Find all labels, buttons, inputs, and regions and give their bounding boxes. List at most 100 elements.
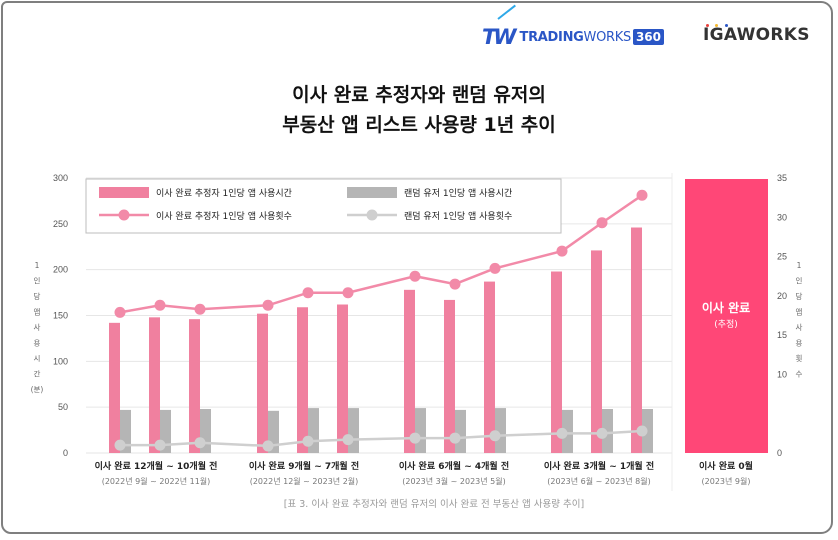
bar-gray [120,409,131,453]
category-sublabel: (2022년 12월 ~ 2023년 2월) [250,476,359,486]
right-axis-label-char: 사 [796,323,803,332]
left-axis-tick: 0 [63,448,68,458]
bar-gray [495,408,506,453]
tradingworks-mark-icon: TW [482,4,516,49]
bar-pink [591,250,602,453]
category-sublabel: (2023년 9월) [702,476,751,486]
legend-label: 이사 완료 추정자 1인당 앱 사용횟수 [156,210,292,222]
right-axis-label-char: 1 [797,261,802,270]
bar-pink [149,317,160,453]
point-gray [489,430,501,442]
point-gray [409,432,421,444]
point-pink [262,299,274,311]
left-axis-label-char: 용 [34,339,41,348]
left-axis-label-char: 사 [34,323,41,332]
point-pink [114,306,126,318]
chart-title-line1: 이사 완료 추정자와 랜덤 유저의 [292,84,546,106]
point-pink [194,303,206,315]
legend-box [85,178,562,234]
tradingworks-wordmark: TRADINGWORKS [519,29,632,45]
bar-pink [484,281,495,453]
category-label: 이사 완료 12개월 ~ 10개월 전 [95,460,218,472]
bar-gray [200,409,211,453]
point-pink [489,262,501,274]
right-axis-tick: 0 [777,448,782,458]
right-axis-tick: 10 [777,369,787,379]
left-axis-label-char: 간 [34,369,41,379]
left-axis-tick: 250 [53,219,68,229]
bar-gray [160,409,171,453]
point-pink [636,189,648,201]
bar-gray [602,409,613,453]
point-pink [449,278,461,290]
category-label: 이사 완료 9개월 ~ 7개월 전 [249,460,359,472]
right-axis-tick: 15 [777,330,787,340]
highlight-sublabel: (추정) [714,319,738,330]
left-axis-label-char: 시 [34,354,41,363]
bar-gray [308,408,319,453]
category-label: 이사 완료 0월 [699,460,753,472]
bar-gray [455,409,466,453]
bar-pink [189,319,200,453]
right-axis-tick: 20 [777,291,787,301]
point-gray [154,439,166,451]
legend: 이사 완료 추정자 1인당 앱 사용시간 랜덤 유저 1인당 앱 사용시간 이사… [85,178,562,234]
point-gray [636,425,648,437]
point-pink [556,245,568,257]
legend-label: 랜덤 유저 1인당 앱 사용횟수 [404,210,512,222]
tradingworks-logo: TW TRADINGWORKS 360 [482,4,664,49]
right-axis-label-char: 앱 [796,308,803,317]
legend-swatch-gray-bar [347,187,397,198]
left-axis-label-char: (분) [31,385,44,394]
left-axis-label-char: 당 [34,291,41,301]
point-gray [596,427,608,439]
bar-pink [257,313,268,453]
right-axis-label-char: 수 [796,370,803,379]
legend-marker-gray [366,209,378,221]
left-axis-tick: 150 [53,311,68,321]
bar-pink [631,227,642,453]
point-pink [409,270,421,282]
left-axis-tick: 300 [53,173,68,183]
chart-title-line2: 부동산 앱 리스트 사용량 1년 추이 [282,114,556,136]
category-label: 이사 완료 6개월 ~ 4개월 전 [399,460,509,472]
left-axis-label-char: 인 [34,276,41,286]
legend-marker-pink [118,209,130,221]
legend-swatch-pink-bar [99,187,149,198]
right-axis-label-char: 횟 [796,353,803,363]
legend-label: 랜덤 유저 1인당 앱 사용시간 [404,187,512,199]
bar-pink [551,271,562,453]
left-axis-tick: 50 [58,402,68,412]
point-pink [596,217,608,229]
right-axis-tick: 35 [777,173,787,183]
bar-gray [562,409,573,453]
tradingworks-360-badge: 360 [632,29,664,45]
figure-caption: [표 3. 이사 완료 추정자와 랜덤 유저의 이사 완료 전 부동산 앱 사용… [284,498,584,510]
point-gray [262,440,274,452]
bar-gray [415,408,426,453]
bar-gray [268,410,279,453]
bar-pink [109,322,120,453]
category-sublabel: (2023년 6월 ~ 2023년 8월) [547,476,650,486]
line-gray [120,429,643,448]
point-gray [194,437,206,449]
point-gray [114,439,126,451]
left-axis-tick: 200 [53,265,68,275]
point-pink [342,287,354,299]
point-gray [556,427,568,439]
bar-pink [297,307,308,453]
point-pink [154,299,166,311]
legend-label: 이사 완료 추정자 1인당 앱 사용시간 [156,187,292,199]
left-axis-tick: 100 [53,356,68,366]
category-label: 이사 완료 3개월 ~ 1개월 전 [544,460,654,472]
left-axis-label-char: 1 [35,261,40,270]
right-axis-tick: 30 [777,212,787,222]
left-axis-label-char: 앱 [34,308,41,317]
right-axis-label-char: 용 [796,339,803,348]
igaworks-logo: IGAWORKS [703,25,810,45]
bar-pink [404,289,415,453]
right-axis-label-char: 인 [796,276,803,286]
point-gray [342,434,354,446]
point-pink [302,287,314,299]
